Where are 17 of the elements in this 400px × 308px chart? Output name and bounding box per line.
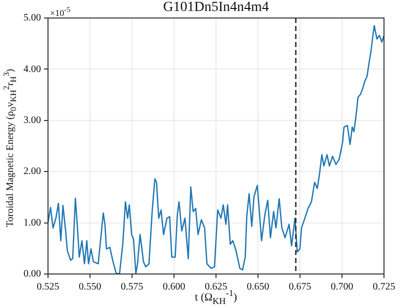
annotation: ×10$^{-5}$ [50,5,70,18]
x-tick-label: 0.600 [162,282,186,293]
chart-title: G101Dn5In4n4m4 [163,0,269,15]
y-tick-label: 2.00 [24,166,41,178]
x-tick-label: 0.625 [204,282,228,293]
x-tick-label: 0.700 [330,282,354,293]
x-tick-label: 0.725 [372,282,396,293]
y-tick-label: 3.00 [24,115,41,126]
y-tick-label: 1.00 [24,217,41,228]
x-tick-label: 0.525 [36,282,60,293]
x-tick-label: 0.575 [120,282,144,293]
y-tick-label: 5.00 [24,12,41,24]
x-tick-label: 0.650 [246,282,270,293]
x-tick-label: 0.550 [78,282,102,293]
y-tick-label: 4.00 [24,64,41,75]
y-tick-label: 0.00 [24,268,41,280]
x-tick-label: 0.675 [288,282,312,293]
